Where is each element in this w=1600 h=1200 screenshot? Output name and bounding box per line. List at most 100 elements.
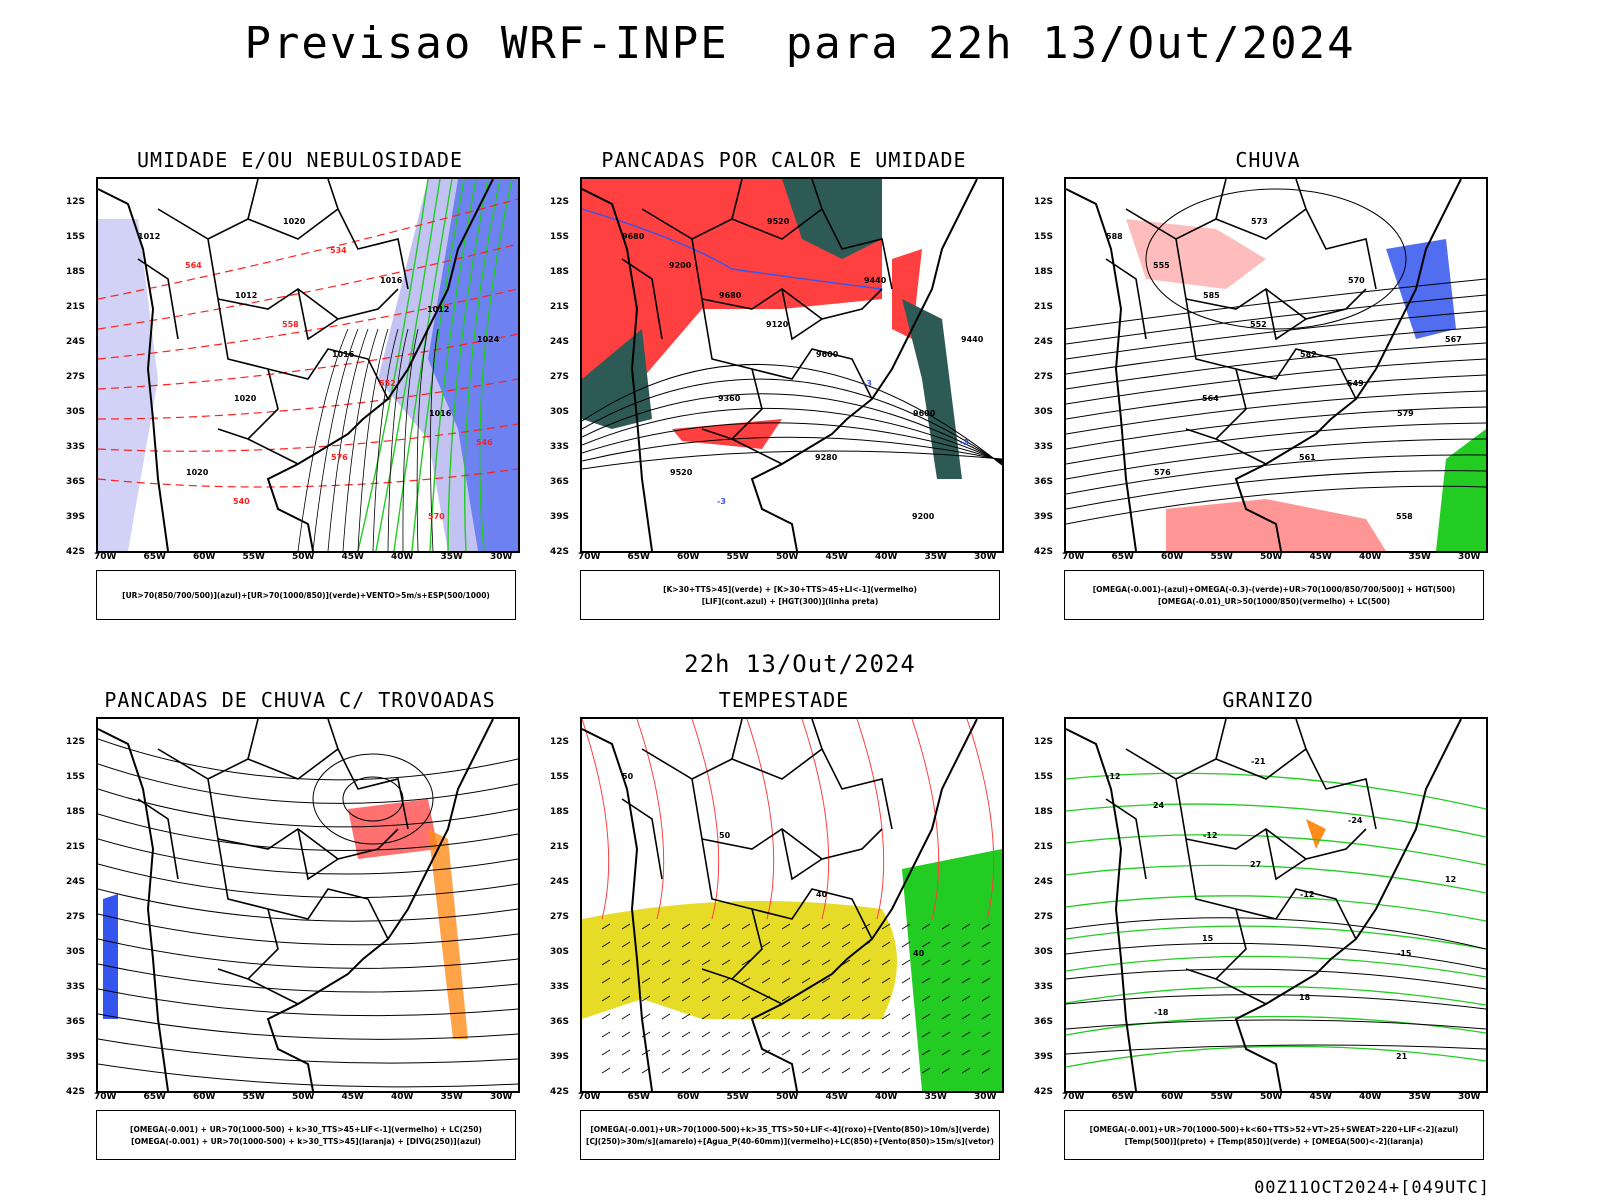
contour-label: 576 (331, 453, 348, 462)
lat-tick-label: 42S (550, 1087, 570, 1097)
contour-labels: 9680 9680 9600 9600 9520 9520 9440 9440 9360 9280… (622, 217, 984, 521)
contour-label: 576 (1154, 468, 1171, 477)
legend-line: [OMEGA(-0.001) + UR>70(1000-500) + k>30_… (130, 1124, 482, 1134)
contour-label: 1020 (234, 394, 257, 403)
lon-tick-label: 60W (1161, 1092, 1184, 1102)
lat-tick-label: 39S (1034, 512, 1054, 522)
lat-tick-label: 39S (66, 512, 86, 522)
contour-label: 588 (1106, 232, 1123, 241)
contour-label: 9600 (816, 350, 839, 359)
lat-tick-label: 24S (550, 877, 570, 887)
lon-tick-label: 35W (440, 552, 463, 562)
contour-label: 1016 (429, 409, 452, 418)
lon-tick-label: 40W (875, 1092, 898, 1102)
contour-label: -21 (1251, 757, 1266, 766)
lat-tick-label: 30S (1034, 947, 1054, 957)
contour-label: 1020 (283, 217, 306, 226)
contour-label: 579 (1397, 409, 1414, 418)
shaded-fields (1126, 219, 1486, 551)
lon-tick-label: 45W (341, 552, 364, 562)
contour-label: -18 (1154, 1008, 1169, 1017)
legend-box: [UR>70(850/700/500)](azul)+[UR>70(1000/8… (96, 570, 516, 620)
lat-tick-label: 36S (66, 477, 86, 487)
lower-row-subtitle: 22h 13/Out/2024 (684, 650, 916, 678)
lat-tick-label: 27S (1034, 372, 1054, 382)
lon-tick-label: 40W (875, 552, 898, 562)
lat-tick-label: 36S (66, 1017, 86, 1027)
lat-tick-label: 21S (66, 842, 86, 852)
legend-line: [CJ(250)>30m/s](amarelo)+[Agua_P(40-60mm… (586, 1136, 994, 1146)
contour-label: 9680 (719, 291, 742, 300)
contour-labels: 50 50 40 40 (622, 772, 925, 958)
legend-box: [OMEGA(-0.001)+UR>70(1000-500)+k<60+TTS>… (1064, 1110, 1484, 1160)
contour-label: -12 (1106, 772, 1120, 781)
contour-label: 1012 (235, 291, 257, 300)
lon-tick-label: 65W (143, 1092, 166, 1102)
legend-line: [OMEGA(-0.01)_UR>50(1000/850)(vermelho) … (1157, 596, 1391, 606)
contour-label: 9520 (670, 468, 693, 477)
lon-tick-label: 40W (1359, 1092, 1382, 1102)
lon-tick-label: 65W (1111, 552, 1134, 562)
lat-tick-label: 30S (66, 407, 86, 417)
lat-tick-label: 33S (550, 982, 570, 992)
lon-tick-label: 35W (924, 552, 947, 562)
lat-tick-label: 36S (550, 477, 570, 487)
lat-tick-label: 18S (1034, 267, 1054, 277)
lat-tick-label: 30S (550, 407, 570, 417)
lon-tick-label: 50W (776, 552, 799, 562)
lat-tick-label: 33S (550, 442, 570, 452)
lon-tick-label: 50W (292, 1092, 315, 1102)
contour-label: 1016 (380, 276, 403, 285)
lon-tick-label: 30W (1458, 552, 1481, 562)
lon-tick-label: 30W (974, 552, 997, 562)
run-timestamp: 00Z11OCT2024+[049UTC] (1254, 1178, 1490, 1198)
map-svg (98, 719, 518, 1091)
lat-tick-label: 18S (550, 267, 570, 277)
lat-tick-label: 12S (1034, 737, 1054, 747)
lon-tick-label: 40W (391, 1092, 414, 1102)
lat-tick-label: 18S (550, 807, 570, 817)
lat-tick-label: 27S (66, 372, 86, 382)
shaded-fields (103, 799, 468, 1039)
legend-line: [K>30+TTS>45](verde) + [K>30+TTS>45+LI<-… (663, 584, 917, 594)
lat-tick-label: 12S (550, 197, 570, 207)
lon-tick-label: 60W (193, 1092, 216, 1102)
geography (98, 179, 494, 551)
panel-pancadas-trovoadas: PANCADAS DE CHUVA C/ TROVOADAS 12S 15S 18S 2… (60, 688, 540, 1178)
contour-label: 9520 (767, 217, 790, 226)
lon-tick-label: 55W (726, 552, 749, 562)
lat-tick-label: 18S (66, 807, 86, 817)
lon-tick-label: 35W (440, 1092, 463, 1102)
lat-tick-label: 39S (550, 512, 570, 522)
map-area: -12 -12 -12 -15 -18 -21 -24 12 15 18 21 24 27 (1064, 717, 1488, 1093)
lon-tick-label: 55W (1210, 552, 1233, 562)
lat-tick-label: 15S (1034, 772, 1054, 782)
contour-label: 15 (1202, 934, 1214, 943)
geography (98, 719, 494, 1091)
legend-line: [Temp(500)](preto) + [Temp(850)](verde) … (1124, 1136, 1424, 1146)
map-svg: 588 585 582 579 576 573 570 567 564 561 558 555 552 5… (1066, 179, 1486, 551)
lat-tick-label: 36S (1034, 477, 1054, 487)
lat-tick-label: 39S (550, 1052, 570, 1062)
contour-label: 570 (1348, 276, 1365, 285)
contour-label: 564 (185, 261, 202, 270)
contour-label: 9200 (669, 261, 692, 270)
geography (582, 179, 978, 551)
contour-label: 12 (1445, 875, 1456, 884)
lat-tick-label: 33S (1034, 442, 1054, 452)
lon-tick-label: 35W (1408, 1092, 1431, 1102)
lat-tick-label: 33S (66, 982, 86, 992)
contour-label: 546 (476, 438, 493, 447)
lon-tick-label: 40W (1359, 552, 1382, 562)
lat-tick-label: 42S (550, 547, 570, 557)
map-svg: 50 50 40 40 (582, 719, 1002, 1091)
lat-tick-label: 18S (66, 267, 86, 277)
contour-label: 534 (330, 246, 347, 255)
legend-line: [OMEGA(-0.001)+UR>70(1000-500)+k<60+TTS>… (1089, 1124, 1459, 1134)
legend-line: [OMEGA(-0.001)+UR>70(1000-500)+k>35_TTS>… (590, 1124, 990, 1134)
lat-tick-label: 39S (66, 1052, 86, 1062)
lon-tick-label: 65W (627, 552, 650, 562)
panel-title: CHUVA (1235, 148, 1301, 172)
geography (582, 719, 978, 1091)
lat-tick-label: 27S (550, 372, 570, 382)
